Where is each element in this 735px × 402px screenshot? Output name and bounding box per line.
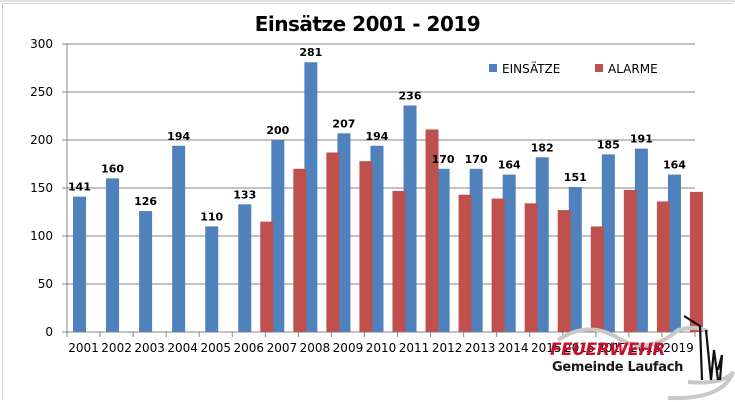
bar-alarme	[689, 191, 703, 332]
x-tick-label: 2010	[366, 341, 397, 355]
x-tick-label: 2008	[300, 341, 331, 355]
bar-einsaetze	[370, 145, 384, 332]
data-label: 164	[498, 159, 521, 172]
data-label: 170	[465, 153, 488, 166]
x-tick-label: 2019	[663, 341, 694, 355]
bar-einsaetze	[304, 62, 318, 333]
data-label: 185	[597, 138, 620, 151]
bar-einsaetze	[205, 226, 219, 332]
data-label: 160	[101, 162, 124, 175]
chart-title: Einsätze 2001 - 2019	[254, 12, 481, 36]
data-label: 110	[200, 210, 223, 223]
logo-swoosh-bottom	[667, 370, 735, 401]
legend-swatch	[595, 64, 603, 72]
data-label: 194	[365, 130, 388, 143]
x-tick-label: 2014	[498, 341, 529, 355]
x-tick-label: 2009	[333, 341, 364, 355]
bar-alarme	[524, 203, 538, 332]
logo-gemeinde-text: Gemeinde Laufach	[552, 360, 684, 375]
bar-alarme	[260, 221, 274, 332]
legend: EINSÄTZE ALARME	[489, 61, 658, 76]
data-label: 182	[531, 141, 554, 154]
data-label: 207	[332, 117, 355, 130]
logo-graphic	[556, 315, 735, 401]
bar-einsaetze	[139, 211, 153, 332]
bar-alarme	[359, 161, 373, 332]
bar-einsaetze	[106, 178, 120, 332]
bar-einsaetze	[568, 187, 582, 332]
bar-einsaetze	[502, 174, 516, 332]
data-label: 281	[299, 46, 322, 59]
bar-einsaetze	[436, 168, 450, 332]
bar-einsaetze	[634, 148, 648, 332]
feuerwehr-logo: FEUERWEHR Gemeinde Laufach	[548, 310, 735, 402]
bar-einsaetze	[73, 196, 86, 332]
y-tick-label: 150	[30, 181, 53, 195]
y-tick-label: 200	[30, 133, 53, 147]
x-tick-label: 2005	[200, 341, 231, 355]
data-label: 126	[134, 195, 157, 208]
x-tick-label: 2013	[465, 341, 496, 355]
x-tick-label: 2016	[564, 341, 595, 355]
y-tick-label: 250	[30, 85, 53, 99]
bar-einsaetze	[601, 154, 615, 332]
x-tick-label: 2006	[234, 341, 265, 355]
x-tick-label: 2011	[399, 341, 430, 355]
bar-einsaetze	[469, 168, 483, 332]
data-label: 200	[266, 124, 289, 137]
data-label: 151	[564, 171, 587, 184]
data-label: 141	[68, 181, 91, 194]
bar-alarme	[458, 194, 472, 332]
bars	[73, 62, 703, 333]
bar-alarme	[656, 201, 670, 332]
bar-einsaetze	[271, 140, 285, 332]
bar-alarme	[392, 190, 406, 332]
logo-swoosh-top	[556, 325, 710, 348]
x-tick-label: 2015	[531, 341, 562, 355]
chart-frame	[2, 3, 732, 400]
data-label: 194	[167, 130, 190, 143]
bar-einsaetze	[172, 145, 186, 332]
x-tick-label: 2002	[101, 341, 132, 355]
y-tick-label: 300	[30, 37, 53, 51]
legend-label: ALARME	[608, 62, 658, 76]
y-tick-label: 50	[38, 277, 53, 291]
top-border	[0, 0, 735, 2]
x-tick-label: 2012	[432, 341, 463, 355]
data-label: 236	[399, 89, 422, 102]
bar-alarme	[293, 168, 307, 332]
data-label: 164	[663, 159, 686, 172]
y-tick-label: 0	[45, 325, 53, 339]
bar-alarme	[425, 129, 439, 332]
bar-alarme	[590, 226, 604, 332]
bar-alarme	[491, 198, 505, 332]
y-tick-label: 100	[30, 229, 53, 243]
data-label: 191	[630, 133, 653, 146]
x-tick-label: 2017	[597, 341, 628, 355]
x-tick-label: 2003	[134, 341, 165, 355]
legend-label: EINSÄTZE	[502, 61, 560, 76]
logo-church-icon	[683, 315, 724, 381]
bar-einsaetze	[403, 105, 417, 332]
x-tick-label: 2004	[167, 341, 198, 355]
logo-feuerwehr-text: FEUERWEHR	[550, 340, 665, 360]
bar-einsaetze	[535, 157, 549, 332]
bar-einsaetze	[667, 174, 681, 332]
data-label: 170	[432, 153, 455, 166]
bar-alarme	[557, 210, 571, 332]
bar-einsaetze	[238, 204, 252, 332]
data-label: 133	[233, 188, 256, 201]
bar-alarme	[623, 189, 637, 332]
x-tick-label: 2007	[267, 341, 298, 355]
bar-einsaetze	[337, 133, 351, 332]
legend-swatch	[489, 64, 497, 72]
x-tick-label: 2001	[68, 341, 99, 355]
data-labels: 141 160 126 194 110 133 200 281 207 194 236 170 170 1…	[68, 46, 686, 223]
bar-alarme	[326, 152, 340, 332]
